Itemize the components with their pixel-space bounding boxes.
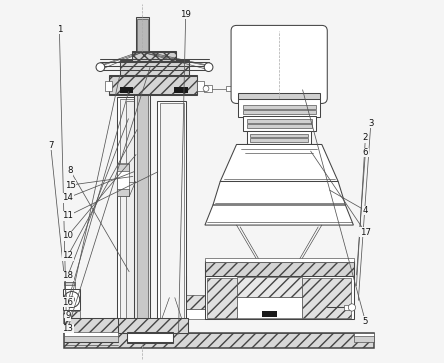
Polygon shape <box>213 182 345 205</box>
Bar <box>127 332 173 343</box>
Bar <box>117 163 130 196</box>
Text: 16: 16 <box>62 298 73 306</box>
Text: 1: 1 <box>57 25 62 33</box>
Bar <box>119 87 134 93</box>
Circle shape <box>204 63 213 72</box>
Bar <box>110 76 197 94</box>
Bar <box>64 332 118 337</box>
Bar <box>186 295 205 309</box>
Bar <box>247 119 312 123</box>
Text: 12: 12 <box>62 252 73 260</box>
Bar <box>132 51 176 62</box>
Polygon shape <box>205 205 353 225</box>
Bar <box>243 105 316 109</box>
Bar <box>64 282 75 285</box>
Bar <box>64 330 75 333</box>
Bar <box>119 99 147 333</box>
Text: 19: 19 <box>180 10 191 19</box>
Bar <box>157 101 186 333</box>
Bar <box>243 116 316 131</box>
Bar <box>354 336 374 342</box>
Bar <box>135 17 149 51</box>
Text: 10: 10 <box>62 232 73 240</box>
Bar <box>137 59 147 333</box>
Bar <box>238 93 320 100</box>
Bar <box>250 134 309 137</box>
Bar <box>186 309 205 319</box>
Bar <box>197 81 204 91</box>
Text: 5: 5 <box>363 317 368 326</box>
Bar <box>205 261 354 277</box>
Bar <box>117 189 130 196</box>
Bar <box>237 297 302 318</box>
Bar <box>205 276 354 319</box>
Bar <box>64 318 118 333</box>
Bar <box>111 318 187 333</box>
Bar <box>126 101 141 333</box>
Circle shape <box>203 86 209 91</box>
Bar <box>110 75 197 95</box>
Bar <box>119 60 189 76</box>
Text: 3: 3 <box>368 119 373 128</box>
Text: 18: 18 <box>62 272 73 280</box>
Text: 13: 13 <box>62 324 73 333</box>
Bar <box>344 305 354 310</box>
Circle shape <box>69 297 75 302</box>
Bar <box>226 86 239 91</box>
Bar <box>63 311 80 333</box>
Text: 17: 17 <box>360 228 371 237</box>
Text: 6: 6 <box>363 148 368 157</box>
Bar <box>247 124 312 128</box>
Bar <box>243 110 316 114</box>
Text: 2: 2 <box>363 134 368 142</box>
Bar <box>207 278 237 318</box>
Bar <box>262 311 277 317</box>
Bar <box>159 103 183 333</box>
Bar <box>354 333 374 337</box>
Bar <box>119 61 189 75</box>
Circle shape <box>349 304 356 311</box>
Bar <box>132 52 176 61</box>
Bar <box>205 262 354 277</box>
Bar <box>174 87 188 93</box>
Bar <box>205 258 354 262</box>
Text: 9: 9 <box>65 311 71 320</box>
Text: 7: 7 <box>48 141 53 150</box>
Bar <box>117 164 130 171</box>
Text: 4: 4 <box>363 206 368 215</box>
FancyBboxPatch shape <box>231 25 327 103</box>
Bar <box>63 289 80 310</box>
Bar <box>134 57 150 333</box>
Circle shape <box>96 63 105 72</box>
Polygon shape <box>220 144 338 182</box>
Bar <box>137 19 147 51</box>
Bar <box>64 336 118 342</box>
Text: 14: 14 <box>62 193 73 202</box>
Bar <box>117 97 149 333</box>
Circle shape <box>64 291 80 307</box>
Bar <box>302 278 351 318</box>
Text: 15: 15 <box>65 181 76 189</box>
Bar <box>247 131 311 144</box>
Bar <box>239 86 249 91</box>
Bar <box>204 85 212 92</box>
Text: 8: 8 <box>67 166 73 175</box>
Bar <box>105 81 111 91</box>
Bar <box>238 99 320 117</box>
Bar <box>151 321 187 333</box>
Bar <box>250 138 309 142</box>
Bar <box>64 333 374 348</box>
Bar <box>237 277 302 297</box>
Bar <box>127 333 173 342</box>
Bar <box>64 282 75 333</box>
Text: 11: 11 <box>62 212 73 220</box>
